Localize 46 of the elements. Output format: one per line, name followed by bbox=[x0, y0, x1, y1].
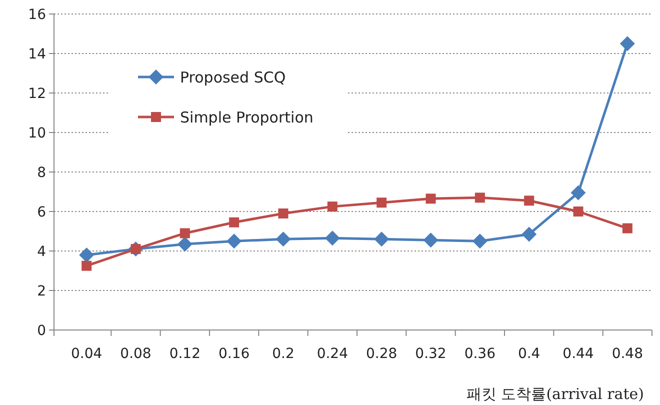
x-tick-label: 0.32 bbox=[415, 346, 446, 362]
point bbox=[276, 232, 291, 247]
y-tick-label: 4 bbox=[37, 244, 46, 260]
point bbox=[229, 217, 240, 228]
x-tick-label: 0.4 bbox=[518, 346, 540, 362]
point bbox=[180, 228, 190, 238]
point bbox=[620, 36, 635, 52]
point bbox=[426, 194, 436, 204]
y-tick-label: 14 bbox=[28, 46, 46, 62]
x-tick-label: 0.48 bbox=[612, 346, 644, 362]
point bbox=[327, 202, 338, 212]
point bbox=[573, 206, 584, 216]
point bbox=[570, 185, 586, 200]
point bbox=[423, 232, 438, 248]
x-tick-label: 0.36 bbox=[464, 346, 496, 362]
x-tick-label: 0.28 bbox=[366, 346, 398, 362]
y-tick-label: 0 bbox=[37, 322, 46, 339]
point bbox=[622, 223, 632, 234]
y-tick-label: 12 bbox=[28, 86, 46, 102]
x-tick-label: 0.04 bbox=[70, 346, 102, 362]
point bbox=[177, 236, 192, 252]
point bbox=[374, 232, 390, 247]
y-tick-label: 10 bbox=[28, 125, 46, 142]
point bbox=[79, 247, 94, 262]
point bbox=[82, 260, 92, 271]
legend-label: Simple Proportion bbox=[180, 108, 314, 126]
x-tick-label: 0.08 bbox=[120, 346, 152, 362]
point bbox=[522, 226, 537, 242]
x-tick-label: 0.24 bbox=[316, 346, 348, 362]
x-tick-label: 0.16 bbox=[218, 346, 250, 362]
y-tick-label: 8 bbox=[37, 164, 46, 181]
x-axis-title: 패킷 도착률(arrival rate) bbox=[466, 385, 644, 403]
point bbox=[324, 230, 340, 246]
point bbox=[474, 192, 485, 203]
point bbox=[524, 196, 534, 206]
point bbox=[278, 208, 288, 218]
point bbox=[472, 234, 488, 249]
point bbox=[376, 198, 387, 208]
x-tick-label: 0.12 bbox=[169, 346, 201, 362]
y-tick-label: 2 bbox=[37, 283, 46, 300]
point bbox=[226, 234, 242, 249]
x-tick-label: 0.44 bbox=[562, 346, 594, 362]
y-tick-label: 16 bbox=[28, 6, 46, 23]
x-tick-label: 0.2 bbox=[272, 346, 294, 362]
legend-label: Proposed SCQ bbox=[180, 68, 286, 86]
y-tick-label: 6 bbox=[37, 204, 46, 220]
